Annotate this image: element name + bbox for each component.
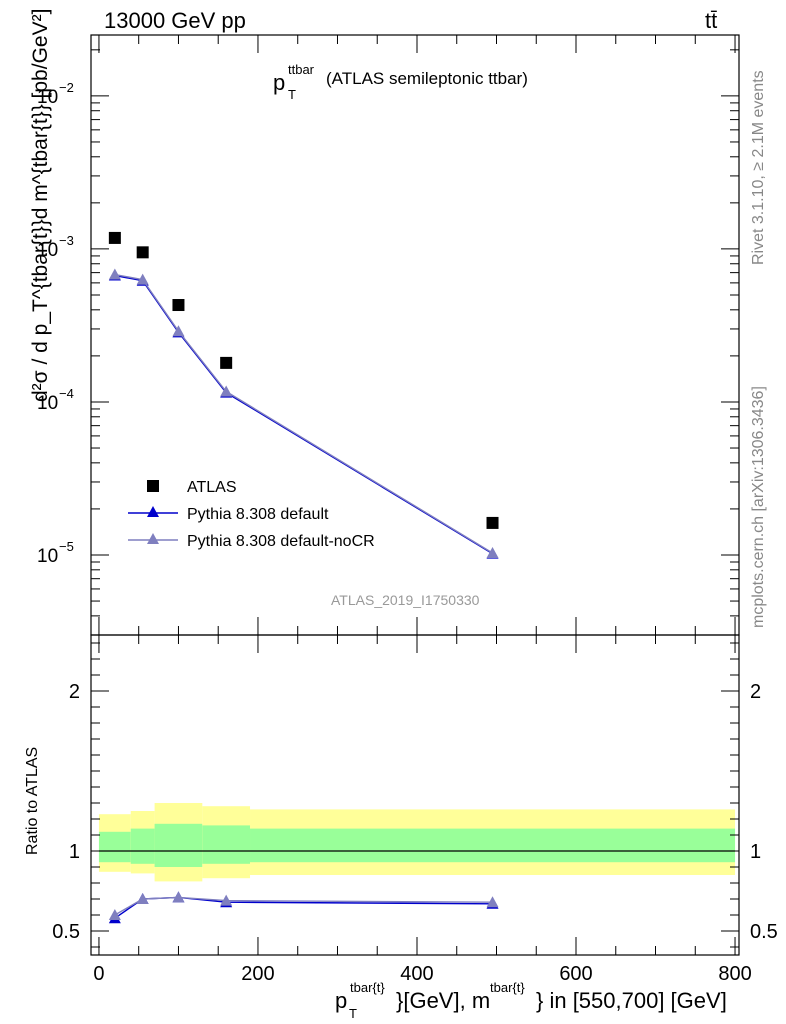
x-label-sup1: tbar{t} [350,980,385,995]
ratio-point-nocr [136,893,149,904]
data-point-atlas [136,246,149,259]
main-plot-panel: 10−210−310−410−5 p ttbar T (ATLAS semile… [29,9,740,636]
ratio-plot-panel: 0.5 0.51 12 2 0 200 400 600 800 Ratio to ATLAS … [24,35,778,1021]
main-y-tick-label-exp: −4 [59,386,74,401]
legend-entry-atlas: ATLAS [147,479,237,496]
data-point-atlas [220,356,233,369]
ratio-y-tick-label-right: 1 [750,841,761,863]
legend-label-default: Pythia 8.308 default [187,506,329,523]
x-tick-label: 800 [718,963,751,985]
legend-marker-nocr [147,533,159,544]
data-point-atlas [486,516,499,529]
uncertainty-bands [98,803,736,882]
main-y-ticks: 10−210−310−410−5 [37,49,739,636]
plot-title-p: p [273,70,285,95]
legend-entry-default: Pythia 8.308 default [128,506,329,523]
ratio-y-tick-label: 2 [69,681,80,703]
data-point-nocr [172,325,185,337]
ratio-y-ticks: 0.5 0.5 1 1 2 2 [52,642,778,948]
main-plot-content [108,231,499,559]
mcplots-label: mcplots.cern.ch [arXiv:1306.3436] [750,386,767,628]
x-label-p: p [335,988,347,1013]
data-point-nocr [220,385,233,397]
data-point-nocr [486,547,499,559]
x-tick-label: 400 [400,963,433,985]
x-tick-label: 600 [559,963,592,985]
ratio-point-nocr [486,896,499,908]
ratio-plot-content [108,891,499,924]
x-tick-label: 0 [93,963,104,985]
uncertainty-band-green [154,823,203,867]
ratio-point-nocr [220,894,233,906]
x-label-end: } in [550,700] [GeV] [536,988,727,1013]
x-label-mid: }[GeV], m [396,988,490,1013]
collision-label: 13000 GeV pp [104,8,246,33]
main-y-tick-label-exp: −3 [59,233,74,248]
data-point-atlas [108,231,121,244]
ratio-y-tick-label: 0.5 [52,921,80,943]
data-point-atlas [172,299,185,312]
legend: ATLAS Pythia 8.308 default Pythia 8.308 … [128,479,375,550]
main-y-tick-label-exp: −5 [59,539,74,554]
plot-title-sup: ttbar [288,62,315,77]
uncertainty-band-green [130,828,155,864]
ratio-y-tick-label-right: 2 [750,681,761,703]
uncertainty-band-green [250,828,736,863]
legend-label-nocr: Pythia 8.308 default-noCR [187,533,375,550]
ratio-y-axis-label: Ratio to ATLAS [24,747,41,855]
process-label: tt̄ [705,8,717,33]
ratio-line-nocr [114,896,493,916]
main-y-axis-label: d²σ / d p_T^{tbar{t}}d m^{tbar{t}} [pb/G… [29,9,52,402]
x-label-sup2: tbar{t} [490,980,525,995]
plot-title-sub: T [288,87,296,102]
x-tick-label: 200 [241,963,274,985]
main-y-tick-label-base: 10 [37,546,58,567]
ratio-point-nocr [108,909,121,920]
main-y-tick-label-base: 10 [37,393,58,414]
analysis-watermark: ATLAS_2019_I1750330 [331,592,480,608]
legend-marker-atlas [147,480,159,492]
uncertainty-band-green [202,825,251,864]
x-axis-label: p T tbar{t} }[GeV], m tbar{t} } in [550,… [335,980,727,1021]
rivet-label: Rivet 3.1.10, ≥ 2.1M events [750,70,767,265]
ratio-y-tick-label: 1 [69,841,80,863]
data-point-nocr [108,268,121,280]
legend-entry-nocr: Pythia 8.308 default-noCR [128,533,375,550]
uncertainty-band-green [98,831,131,863]
data-point-nocr [136,273,149,285]
ratio-plot-frame [90,634,740,956]
ratio-y-tick-label-right: 0.5 [750,921,778,943]
main-y-tick-label-exp: −2 [59,80,74,95]
x-axis-ticks: 0 200 400 600 800 [93,35,752,985]
main-y-tick-label-base: 10 [37,87,58,108]
legend-label-atlas: ATLAS [187,479,237,496]
plot-title-rest: (ATLAS semileptonic ttbar) [326,69,528,88]
ratio-point-nocr [172,891,185,903]
main-y-tick-label-base: 10 [37,240,58,261]
legend-marker-default [147,506,159,517]
x-label-sub: T [349,1006,357,1021]
